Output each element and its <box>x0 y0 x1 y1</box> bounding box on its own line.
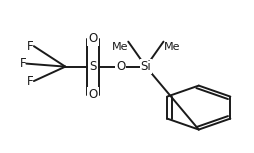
Text: Me: Me <box>112 42 128 52</box>
Text: O: O <box>88 88 98 101</box>
Text: F: F <box>20 57 26 70</box>
Text: F: F <box>27 40 34 53</box>
Text: Me: Me <box>164 42 180 52</box>
Text: O: O <box>88 32 98 45</box>
Text: O: O <box>116 60 125 73</box>
Text: Si: Si <box>140 60 151 73</box>
Text: F: F <box>27 75 34 88</box>
Text: S: S <box>89 60 97 73</box>
